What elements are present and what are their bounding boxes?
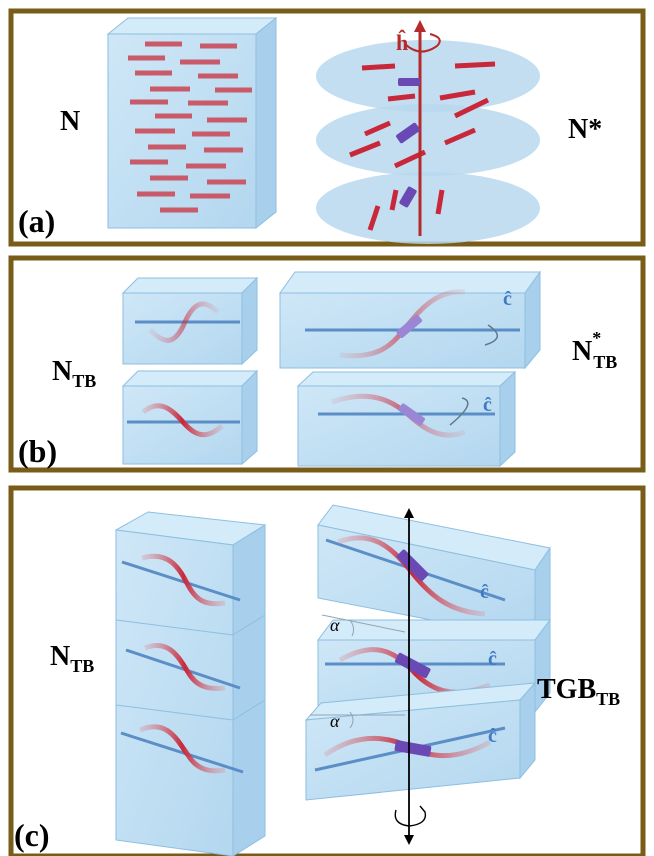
nematic-rods	[128, 41, 252, 213]
alpha-label-1: α	[330, 615, 340, 635]
c-c-hat-1: ĉ	[480, 581, 489, 603]
ntb-box-bottom	[121, 369, 259, 466]
cholesteric-stack: ĥ	[316, 20, 540, 244]
panel-b-tag: (b)	[18, 433, 57, 469]
ntb-star-box-top: ĉ	[279, 270, 541, 370]
panel-a-tag: (a)	[18, 203, 55, 239]
panel-c-left-label: NTB	[50, 641, 94, 676]
ntb-box-top	[121, 276, 259, 366]
panel-c-tag: (c)	[14, 817, 50, 853]
panel-b-right-label: N* TB	[572, 328, 617, 372]
panel-c-frame	[8, 485, 646, 856]
c-c-hat-3: ĉ	[488, 725, 497, 747]
h-hat-label: ĥ	[396, 30, 408, 55]
panel-a-left-label: N	[60, 106, 80, 137]
nematic-box	[106, 16, 278, 230]
panel-c-right-label: TGBTB	[537, 674, 620, 709]
panel-a-frame	[8, 8, 646, 247]
b-c-hat-2: ĉ	[483, 394, 492, 416]
panel-a: ĥ N N* (a)	[8, 8, 646, 247]
helix-markers	[396, 78, 420, 208]
ntb-star-box-bottom: ĉ	[296, 370, 517, 468]
ntb-stack	[114, 511, 267, 856]
tgb-stack: ĉ ĉ ĉ α α	[304, 504, 551, 845]
alpha-label-2: α	[330, 711, 340, 731]
panel-b: ĉ ĉ NTB N* TB (b)	[8, 255, 646, 473]
b-c-hat-1: ĉ	[503, 288, 512, 310]
panel-a-right-label: N*	[568, 114, 602, 145]
panel-b-frame	[8, 255, 646, 473]
panel-b-left-label: NTB	[52, 356, 96, 391]
c-c-hat-2: ĉ	[488, 648, 497, 670]
panel-c: ĉ ĉ ĉ α α	[8, 485, 646, 856]
